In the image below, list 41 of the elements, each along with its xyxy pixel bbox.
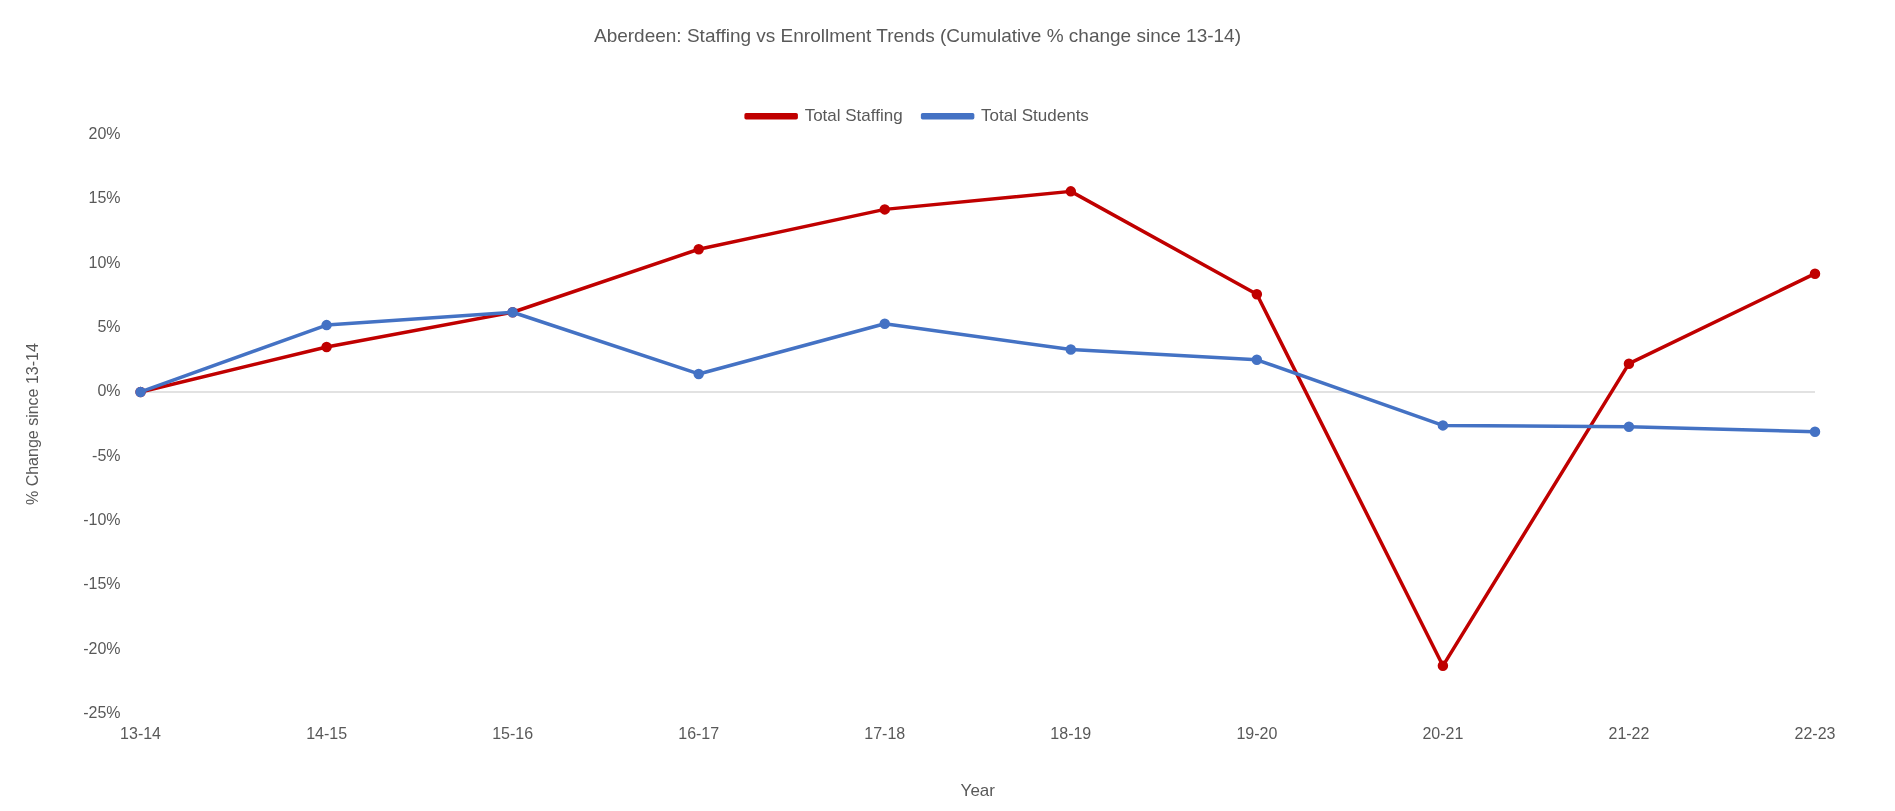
y-tick-label: -20% (83, 639, 121, 657)
point (1437, 420, 1449, 431)
x-axis-title: Year (960, 781, 996, 801)
y-tick-label: 15% (88, 189, 121, 207)
x-tick-label: 13-14 (120, 725, 162, 743)
point (1437, 660, 1449, 672)
point (1623, 358, 1635, 369)
x-tick-label: 14-15 (306, 725, 348, 743)
point (1809, 268, 1821, 279)
point (1065, 186, 1077, 197)
point (1251, 354, 1263, 366)
chart-title: Aberdeen: Staffing vs Enrollment Trends (Cumulative % change since 13-14) (593, 24, 1242, 46)
point (321, 341, 332, 353)
x-tick-label: 22-23 (1794, 725, 1836, 743)
x-tick-label: 21-22 (1608, 725, 1650, 743)
y-tick-label: -15% (83, 575, 121, 593)
x-tick-label: 17-18 (864, 725, 906, 743)
x-tick-label: 15-16 (492, 725, 534, 743)
x-tick-label: 16-17 (678, 725, 720, 743)
legend-label: Total Students (981, 105, 1089, 125)
point (879, 204, 890, 215)
point (693, 368, 704, 380)
y-axis-title: % Change since 13-14 (24, 343, 42, 506)
y-tick-label: 20% (88, 125, 121, 143)
point (1623, 421, 1635, 432)
y-tick-label: 0% (97, 382, 121, 400)
point (1251, 288, 1263, 300)
point (693, 243, 704, 255)
legend-label: Total Staffing (804, 105, 903, 125)
point (321, 319, 332, 331)
point (1809, 426, 1821, 438)
x-tick-label: 18-19 (1050, 725, 1092, 743)
x-tick-label: 20-21 (1422, 725, 1464, 743)
y-tick-label: -5% (92, 446, 121, 464)
point (879, 318, 890, 330)
x-tick-label: 19-20 (1236, 725, 1278, 743)
y-tick-label: -25% (83, 703, 121, 721)
y-tick-label: -10% (83, 510, 121, 528)
y-tick-label: 5% (97, 318, 121, 336)
point (1065, 344, 1077, 355)
y-tick-label: 10% (88, 253, 121, 271)
